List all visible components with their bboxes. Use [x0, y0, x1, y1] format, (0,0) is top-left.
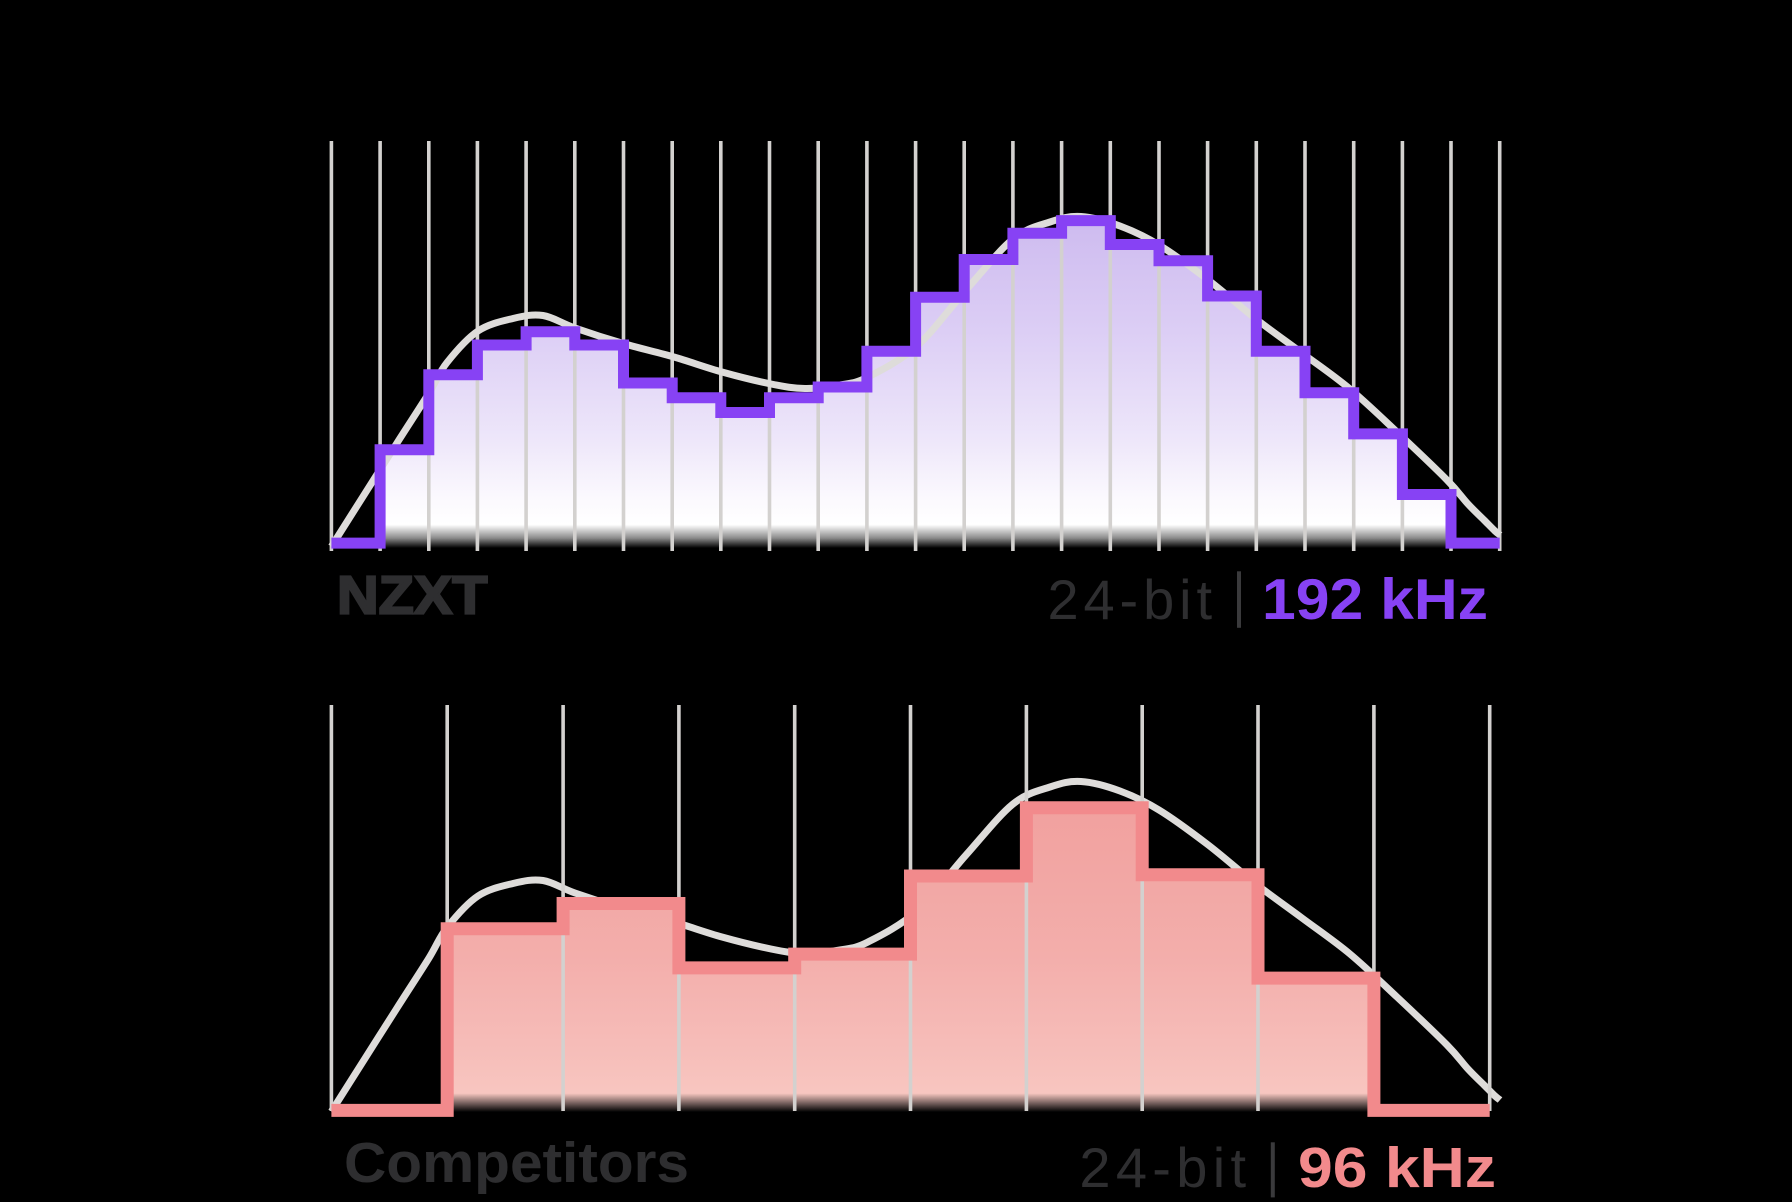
svg-text:192 kHz: 192 kHz — [1262, 568, 1488, 632]
svg-text:24-bit: 24-bit — [1048, 568, 1213, 631]
svg-text:24-bit: 24-bit — [1079, 1136, 1246, 1199]
svg-text:96 kHz: 96 kHz — [1298, 1136, 1496, 1200]
svg-text:NZXT: NZXT — [337, 566, 488, 626]
svg-text:Competitors: Competitors — [344, 1131, 689, 1194]
